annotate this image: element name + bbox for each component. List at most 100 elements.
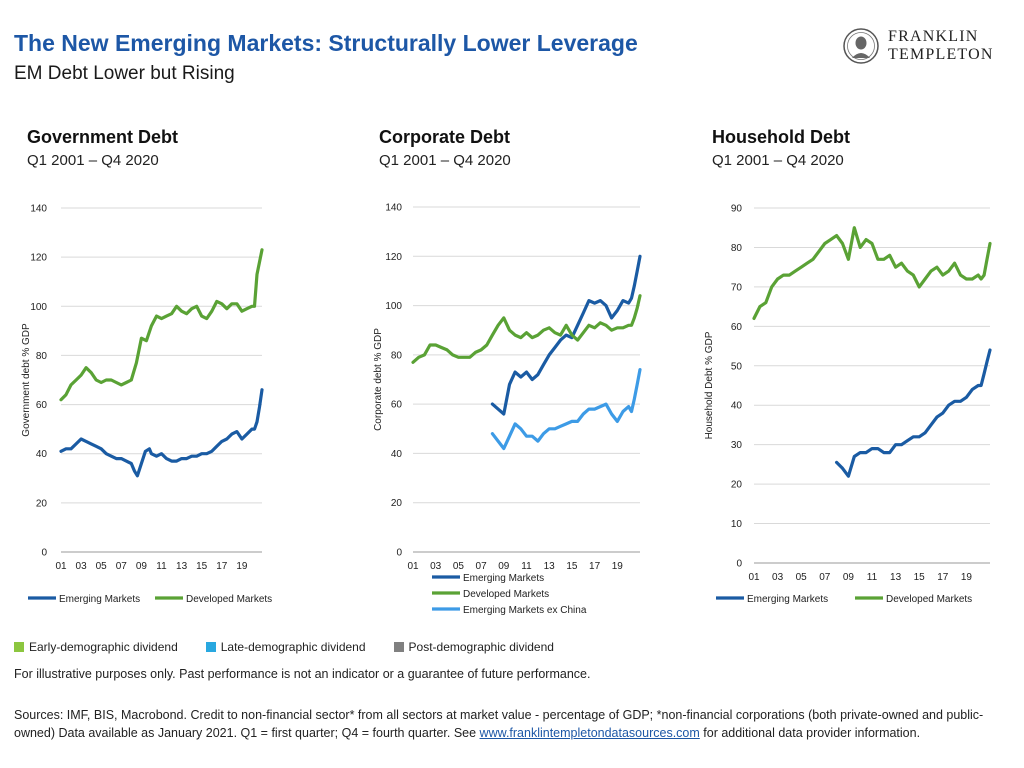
- household-debt-xtick-09: 09: [843, 572, 855, 583]
- franklin-templeton-logo: FRANKLIN TEMPLETON: [843, 26, 1013, 68]
- government-debt-xtick-05: 05: [96, 561, 108, 572]
- corporate-debt-xtick-05: 05: [453, 561, 465, 572]
- household-debt-ytick-50: 50: [731, 361, 743, 372]
- demographic-legend-post: Post-demographic dividend: [393, 640, 554, 654]
- corporate-debt-legend-label-emerging-markets: Emerging Markets: [463, 573, 544, 584]
- sources-text: Sources: IMF, BIS, Macrobond. Credit to …: [14, 706, 1004, 742]
- household-debt-xtick-07: 07: [819, 572, 831, 583]
- government-debt-xtick-11: 11: [156, 561, 167, 572]
- government-debt-xtick-19: 19: [236, 561, 248, 572]
- corporate-debt-xtick-13: 13: [544, 561, 556, 572]
- government-debt-series-developed-markets: [59, 248, 264, 402]
- household-debt-xtick-17: 17: [937, 572, 949, 583]
- panel-title-household: Household Debt: [712, 127, 850, 147]
- panel-period-government: Q1 2001 – Q4 2020: [27, 152, 159, 169]
- household-debt-series-emerging-markets: [835, 348, 992, 478]
- corporate-debt-ytick-100: 100: [385, 301, 402, 312]
- page-title: The New Emerging Markets: Structurally L…: [14, 30, 638, 56]
- legend-swatch-early: [14, 642, 24, 652]
- corporate-debt-ylabel: Corporate debt % GDP: [373, 328, 384, 431]
- household-debt-ylabel: Household Debt % GDP: [704, 331, 715, 439]
- demographic-legend: Early-demographic dividend Late-demograp…: [14, 640, 554, 654]
- government-debt-xtick-15: 15: [196, 561, 208, 572]
- household-debt-xtick-03: 03: [772, 572, 784, 583]
- household-debt-ytick-60: 60: [731, 322, 743, 333]
- panel-period-household: Q1 2001 – Q4 2020: [712, 152, 844, 169]
- household-debt-xtick-01: 01: [748, 572, 760, 583]
- government-debt-ytick-60: 60: [36, 400, 48, 411]
- legend-swatch-post: [393, 642, 404, 652]
- government-debt-ytick-20: 20: [36, 498, 48, 509]
- government-debt-ylabel: Government debt % GDP: [21, 323, 32, 437]
- household-debt-ytick-70: 70: [731, 282, 743, 293]
- corporate-debt-xtick-11: 11: [521, 561, 532, 572]
- household-debt-ytick-0: 0: [736, 559, 742, 570]
- household-debt-xtick-11: 11: [867, 572, 878, 583]
- government-debt-ytick-120: 120: [30, 253, 47, 264]
- government-debt-ytick-40: 40: [36, 449, 48, 460]
- demographic-legend-early: Early-demographic dividend: [14, 640, 178, 654]
- corporate-debt-xtick-15: 15: [566, 561, 578, 572]
- household-debt-series-developed-markets: [752, 226, 992, 320]
- corporate-debt-ytick-120: 120: [385, 252, 402, 263]
- legend-swatch-late: [205, 642, 216, 652]
- demographic-legend-late: Late-demographic dividend: [205, 640, 366, 654]
- government-debt-ytick-140: 140: [30, 204, 47, 215]
- corporate-debt-ytick-60: 60: [391, 400, 403, 411]
- government-debt-xtick-01: 01: [55, 561, 67, 572]
- government-debt-ytick-80: 80: [36, 351, 48, 362]
- corporate-debt-ytick-80: 80: [391, 350, 403, 361]
- corporate-debt-xtick-03: 03: [430, 561, 442, 572]
- household-debt-ytick-10: 10: [731, 519, 743, 530]
- household-debt-ytick-90: 90: [731, 204, 743, 215]
- corporate-debt-ytick-40: 40: [391, 449, 403, 460]
- household-debt-xtick-13: 13: [890, 572, 902, 583]
- panel-title-government: Government Debt: [27, 127, 179, 147]
- corporate-debt-ytick-0: 0: [396, 548, 402, 559]
- data-sources-link[interactable]: www.franklintempletondatasources.com: [479, 726, 700, 740]
- government-debt-ytick-0: 0: [41, 548, 47, 559]
- logo-word-templeton: TEMPLETON: [888, 46, 994, 63]
- panel-period-corporate: Q1 2001 – Q4 2020: [379, 152, 511, 169]
- panel-title-corporate: Corporate Debt: [379, 127, 511, 147]
- sources-post: for additional data provider information…: [699, 726, 921, 740]
- corporate-debt-legend-label-emerging-markets-ex-china: Emerging Markets ex China: [463, 605, 587, 616]
- government-debt-xtick-03: 03: [76, 561, 88, 572]
- logo-seal-icon: [843, 28, 879, 64]
- household-debt-xtick-05: 05: [796, 572, 808, 583]
- corporate-debt-xtick-07: 07: [476, 561, 488, 572]
- government-debt-xtick-07: 07: [116, 561, 128, 572]
- corporate-debt-legend-label-developed-markets: Developed Markets: [463, 589, 549, 600]
- household-debt-ytick-20: 20: [731, 480, 743, 491]
- corporate-debt-xtick-17: 17: [589, 561, 601, 572]
- household-debt-legend-label-emerging-markets: Emerging Markets: [747, 594, 828, 605]
- corporate-debt-xtick-01: 01: [407, 561, 419, 572]
- corporate-debt-ytick-140: 140: [385, 203, 402, 214]
- legend-label-early: Early-demographic dividend: [29, 640, 178, 654]
- corporate-debt-xtick-09: 09: [498, 561, 510, 572]
- household-debt-ytick-80: 80: [731, 243, 743, 254]
- government-debt-ytick-100: 100: [30, 302, 47, 313]
- corporate-debt-ytick-20: 20: [391, 498, 403, 509]
- government-debt-legend-label-emerging-markets: Emerging Markets: [59, 594, 140, 605]
- household-debt-xtick-15: 15: [914, 572, 926, 583]
- corporate-debt-series-emerging-markets-ex-china: [490, 368, 642, 451]
- government-debt-legend-label-developed-markets: Developed Markets: [186, 594, 272, 605]
- legend-label-late: Late-demographic dividend: [220, 640, 366, 654]
- government-debt-xtick-17: 17: [216, 561, 228, 572]
- logo-word-franklin: FRANKLIN: [888, 28, 979, 45]
- government-debt-xtick-09: 09: [136, 561, 148, 572]
- sources-pre: Sources: IMF, BIS, Macrobond. Credit to …: [14, 708, 984, 740]
- corporate-debt-series-developed-markets: [411, 294, 642, 364]
- government-debt-series-emerging-markets: [59, 388, 264, 478]
- corporate-debt-series-emerging-markets: [490, 254, 642, 416]
- household-debt-xtick-19: 19: [961, 572, 973, 583]
- disclaimer-note: For illustrative purposes only. Past per…: [14, 667, 591, 681]
- legend-label-post: Post-demographic dividend: [408, 640, 554, 654]
- government-debt-xtick-13: 13: [176, 561, 188, 572]
- household-debt-legend-label-developed-markets: Developed Markets: [886, 594, 972, 605]
- corporate-debt-xtick-19: 19: [612, 561, 624, 572]
- household-debt-ytick-30: 30: [731, 440, 743, 451]
- household-debt-ytick-40: 40: [731, 401, 743, 412]
